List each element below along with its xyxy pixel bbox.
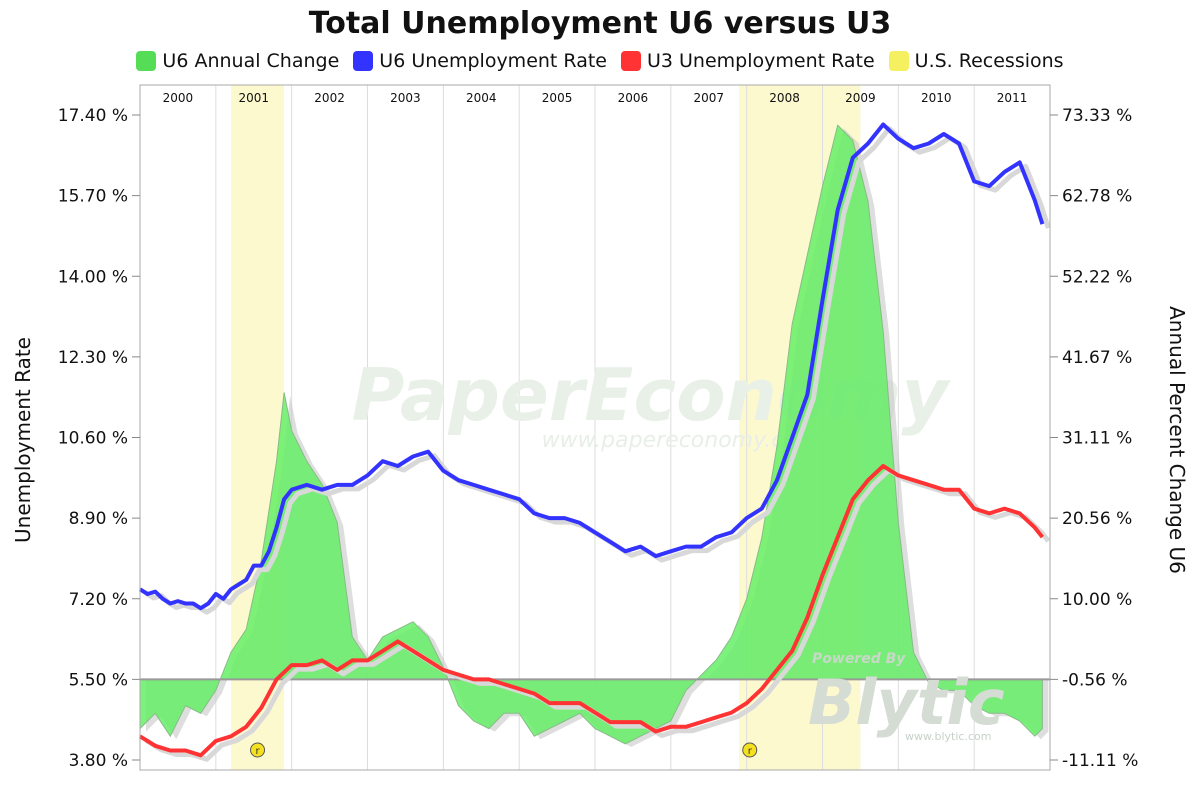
y2-tick-label: 20.56 % xyxy=(1062,509,1132,529)
y-tick-label: 8.90 % xyxy=(69,509,128,529)
watermark-url: www.papereconomy.com xyxy=(542,428,819,453)
y-tick-label: 10.60 % xyxy=(58,429,128,449)
year-label: 2005 xyxy=(542,91,573,105)
legend-label: U6 Annual Change xyxy=(162,50,340,72)
y-tick-label: 3.80 % xyxy=(69,751,128,771)
year-label: 2001 xyxy=(238,91,269,105)
year-label: 2010 xyxy=(921,91,952,105)
powered-by-label: Powered By xyxy=(812,651,906,667)
y2-tick-label: 10.00 % xyxy=(1062,590,1132,610)
legend-swatch xyxy=(136,51,157,71)
y2-tick-label: -0.56 % xyxy=(1062,670,1128,690)
legend-swatch xyxy=(620,51,641,71)
plot-border xyxy=(139,84,1051,771)
powered-by-url: www.blytic.com xyxy=(905,730,991,743)
legend-swatch xyxy=(353,51,374,71)
year-label: 2008 xyxy=(769,91,800,105)
y-axis-left-ticks: 3.80 % 5.50 % 7.20 % 8.90 % 10.60 % 12.30 % 14… xyxy=(58,106,140,771)
y-tick-label: 7.20 % xyxy=(69,590,128,610)
y-tick-label: 17.40 % xyxy=(58,106,128,126)
legend-label: U6 Unemployment Rate xyxy=(379,50,607,72)
y-tick-label: 12.30 % xyxy=(58,348,128,368)
legend-item-u3-rate: U3 Unemployment Rate xyxy=(620,50,875,72)
y-tick-label: 5.50 % xyxy=(69,670,128,690)
y-axis-left-title: Unemployment Rate xyxy=(11,337,35,543)
recession-marker-label: r xyxy=(255,746,260,757)
y-tick-label: 15.70 % xyxy=(58,187,128,207)
y2-tick-label: 62.78 % xyxy=(1062,187,1132,207)
legend: U6 Annual Change U6 Unemployment Rate U3… xyxy=(0,50,1200,72)
year-label: 2002 xyxy=(314,91,345,105)
legend-item-u6-annual-change: U6 Annual Change xyxy=(136,50,339,72)
powered-by-brand: Blytic xyxy=(808,666,1005,739)
year-label: 2003 xyxy=(390,91,421,105)
y-axis-right-ticks: -11.11 % -0.56 % 10.00 % 20.56 % 31.11 % 41.6… xyxy=(1050,106,1138,771)
legend-swatch xyxy=(888,51,909,71)
recession-marker-0 xyxy=(250,742,266,758)
series-lines xyxy=(138,122,1051,762)
legend-label: U.S. Recessions xyxy=(914,50,1064,72)
year-label: 2006 xyxy=(618,91,649,105)
year-label: 2009 xyxy=(845,91,876,105)
chart-title: Total Unemployment U6 versus U3 xyxy=(308,6,892,41)
y-tick-label: 14.00 % xyxy=(58,267,128,287)
plot-frame xyxy=(139,84,1051,771)
y-axis-right-title: Annual Percent Change U6 xyxy=(1165,306,1189,574)
y2-tick-label: 52.22 % xyxy=(1062,267,1132,287)
line-u3-rate xyxy=(138,464,1044,758)
y2-tick-label: -11.11 % xyxy=(1062,751,1138,771)
year-label: 2007 xyxy=(693,91,724,105)
y2-tick-label: 31.11 % xyxy=(1062,429,1132,449)
recession-marker-label: r xyxy=(748,746,753,757)
year-label: 2011 xyxy=(997,91,1028,105)
powered-by: Powered By Blytic www.blytic.com xyxy=(808,651,1005,743)
recession-marker-1 xyxy=(742,742,758,758)
year-label: 2000 xyxy=(163,91,194,105)
legend-item-u6-rate: U6 Unemployment Rate xyxy=(353,50,607,72)
line-u6-rate xyxy=(138,122,1045,611)
legend-item-recessions: U.S. Recessions xyxy=(888,50,1064,72)
y2-tick-label: 41.67 % xyxy=(1062,348,1132,368)
year-label: 2004 xyxy=(466,91,497,105)
y2-tick-label: 73.33 % xyxy=(1062,106,1132,126)
year-labels: 2000 2001 2002 2003 2004 2005 2006 2007 2008 2009… xyxy=(163,91,1028,105)
legend-label: U3 Unemployment Rate xyxy=(646,50,875,72)
